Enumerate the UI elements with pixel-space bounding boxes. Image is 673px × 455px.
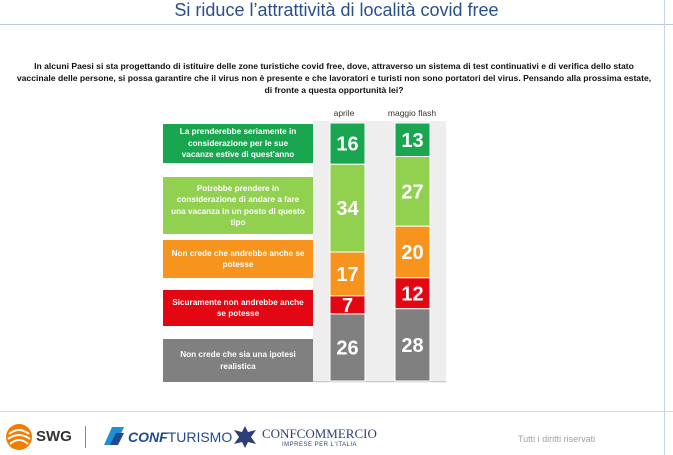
- footer-divider: [0, 411, 673, 412]
- legend-label-5: Non crede che sia una ipotesi realistica: [180, 350, 296, 371]
- confturismo-logo-text: CONFTURISMO: [128, 429, 232, 445]
- confcommercio-logo-text: CONFCOMMERCIO: [262, 426, 377, 441]
- legend-label-2: Potrebbe prendere in considerazione di a…: [171, 183, 305, 228]
- bar-segment-2-2: [394, 156, 431, 227]
- data-label-1-4: 7: [342, 295, 353, 317]
- legend-item-5: Non crede che sia una ipotesi realistica: [163, 339, 313, 382]
- confturismo-part-b: TURISMO: [167, 429, 233, 445]
- data-label-1-5: 26: [336, 337, 358, 359]
- rights-reserved: Tutti i diritti riservati: [518, 434, 596, 444]
- data-label-1-2: 34: [336, 198, 359, 220]
- bar-segment-2-1: [394, 122, 431, 158]
- logo-separator: [85, 426, 86, 448]
- data-label-2-1: 13: [401, 130, 423, 152]
- swg-logo-icon: [6, 424, 32, 450]
- legend-label-1: La prenderebbe seriamente in considerazi…: [179, 127, 297, 160]
- confcommercio-eagle-icon: [234, 426, 256, 448]
- data-label-2-3: 20: [401, 242, 423, 264]
- survey-question: In alcuni Paesi si sta progettando di is…: [16, 61, 652, 95]
- confturismo-part-a: CONF: [128, 429, 168, 445]
- bar-segment-1-2: [329, 163, 366, 253]
- bar-segment-1-3: [329, 251, 366, 297]
- legend-item-2: Potrebbe prendere in considerazione di a…: [163, 177, 313, 234]
- data-label-2-5: 28: [401, 335, 423, 357]
- footer: SWG CONFTURISMO CONFCOMMERCIO IMPRESE PE…: [0, 418, 673, 455]
- bar-segment-2-5: [394, 308, 431, 382]
- legend-item-1: La prenderebbe seriamente in considerazi…: [163, 124, 313, 163]
- data-label-2-2: 27: [401, 181, 423, 203]
- right-border: [664, 0, 665, 455]
- swg-logo-text: SWG: [36, 428, 72, 445]
- title-divider: [0, 24, 673, 25]
- legend-label-4: Sicuramente non andrebbe anche se potess…: [172, 297, 304, 319]
- legend-label-3: Non crede che andrebbe anche se potesse: [171, 248, 305, 270]
- column-header-aprile: aprile: [333, 108, 355, 118]
- data-label-1-1: 16: [336, 134, 358, 156]
- bar-segment-1-1: [329, 122, 366, 165]
- confcommercio-subtitle: IMPRESE PER L'ITALIA: [282, 442, 358, 448]
- column-header-maggio: maggio flash: [387, 108, 437, 118]
- legend-item-3: Non crede che andrebbe anche se potesse: [163, 240, 313, 278]
- legend-item-4: Sicuramente non andrebbe anche se potess…: [163, 290, 313, 326]
- page-title: Si riduce l’attrattività di località cov…: [174, 0, 499, 20]
- data-label-1-3: 17: [336, 264, 358, 286]
- confturismo-logo-icon: [104, 427, 124, 445]
- chart-baseline: [313, 381, 446, 382]
- bar-segment-2-4: [394, 277, 431, 310]
- data-label-2-4: 12: [401, 283, 423, 305]
- bar-segment-1-5: [329, 313, 366, 382]
